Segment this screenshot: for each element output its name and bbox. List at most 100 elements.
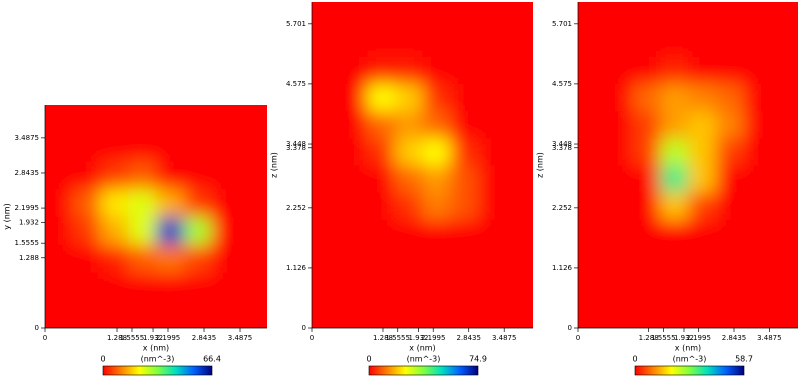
density-cell: [450, 165, 479, 193]
density-cell: [394, 192, 423, 220]
density-cell: [339, 300, 368, 328]
density-cell: [633, 219, 661, 247]
density-cell: [312, 273, 341, 302]
density-cell: [660, 56, 689, 84]
colorbar-max: 74.9: [469, 355, 487, 364]
density-cell: [770, 273, 798, 302]
y-tick-label: 2.1995: [15, 204, 40, 212]
density-cell: [45, 132, 74, 162]
density-cell: [578, 273, 606, 302]
density-cell: [211, 216, 240, 245]
density-cell: [211, 160, 240, 190]
density-cell: [688, 110, 716, 139]
density-cell: [715, 273, 744, 302]
density-cell: [505, 2, 533, 30]
x-tick-label: 2.8435: [456, 334, 481, 342]
density-cell: [128, 300, 157, 328]
density-cell: [339, 246, 368, 275]
density-cell: [450, 192, 479, 220]
density-cell: [422, 165, 451, 193]
density-cell: [367, 246, 396, 275]
density-cell: [688, 273, 716, 302]
x-tick-label: 2.8435: [192, 334, 217, 342]
density-cell: [505, 137, 533, 166]
density-cell: [633, 273, 661, 302]
density-cell: [505, 192, 533, 220]
density-cell: [605, 56, 634, 84]
density-cell: [660, 137, 689, 166]
x-tick-label: 1.5555: [385, 334, 410, 342]
density-cell: [633, 29, 661, 57]
y-tick-label: 3.378: [286, 144, 306, 152]
x-tick-label: 2.8435: [722, 334, 747, 342]
density-cell: [156, 160, 185, 190]
density-cell: [578, 246, 606, 275]
density-cell: [45, 105, 74, 134]
density-cell: [422, 137, 451, 166]
y-tick-label: 4.575: [552, 80, 572, 88]
density-cell: [743, 219, 771, 247]
density-cell: [660, 110, 689, 139]
density-cell: [239, 188, 267, 217]
density-cell: [715, 83, 744, 112]
density-cell: [688, 137, 716, 166]
density-cell: [477, 29, 506, 57]
density-cell: [367, 300, 396, 328]
density-cell: [450, 83, 479, 112]
density-cell: [660, 273, 689, 302]
x-tick-label: 0: [310, 334, 314, 342]
y-axis-title: z (nm): [536, 152, 545, 178]
density-cell: [128, 216, 157, 245]
density-cell: [312, 83, 341, 112]
density-cell: [128, 160, 157, 190]
x-tick-label: 1.932: [408, 334, 428, 342]
density-cell: [72, 105, 101, 134]
density-cell: [312, 137, 341, 166]
x-axis-title: x (nm): [409, 344, 435, 353]
density-cell: [45, 216, 74, 245]
y-tick-label: 3.4875: [15, 134, 40, 142]
density-cell: [770, 110, 798, 139]
density-cell: [394, 2, 423, 30]
colorbar: [368, 365, 479, 376]
density-cell: [743, 2, 771, 30]
colorbar: [634, 365, 745, 376]
x-tick-label: 1.932: [143, 334, 163, 342]
density-cell: [45, 244, 74, 273]
density-cell: [367, 2, 396, 30]
density-cell: [743, 165, 771, 193]
x-tick-label: 0: [43, 334, 47, 342]
density-cell: [605, 137, 634, 166]
density-cell: [156, 216, 185, 245]
density-cell: [605, 192, 634, 220]
density-cell: [450, 56, 479, 84]
density-cell: [660, 246, 689, 275]
density-cell: [394, 219, 423, 247]
density-cell: [505, 56, 533, 84]
density-cell: [505, 83, 533, 112]
density-cell: [422, 273, 451, 302]
cells: [312, 2, 533, 328]
y-tick-label: 1.288: [19, 254, 39, 262]
heatmap: [578, 2, 798, 328]
density-cell: [211, 272, 240, 301]
density-cell: [367, 83, 396, 112]
x-tick-label: 1.932: [674, 334, 694, 342]
density-cell: [422, 192, 451, 220]
density-cell: [183, 300, 212, 328]
density-cell: [72, 132, 101, 162]
density-cell: [578, 192, 606, 220]
density-cell: [422, 246, 451, 275]
density-cell: [239, 160, 267, 190]
density-cell: [45, 188, 74, 217]
density-cell: [128, 132, 157, 162]
x-tick-label: 1.288: [107, 334, 127, 342]
density-cell: [239, 216, 267, 245]
density-cell: [422, 300, 451, 328]
density-cell: [128, 105, 157, 134]
density-cell: [505, 165, 533, 193]
density-cell: [239, 272, 267, 301]
density-cell: [770, 219, 798, 247]
density-cell: [660, 29, 689, 57]
